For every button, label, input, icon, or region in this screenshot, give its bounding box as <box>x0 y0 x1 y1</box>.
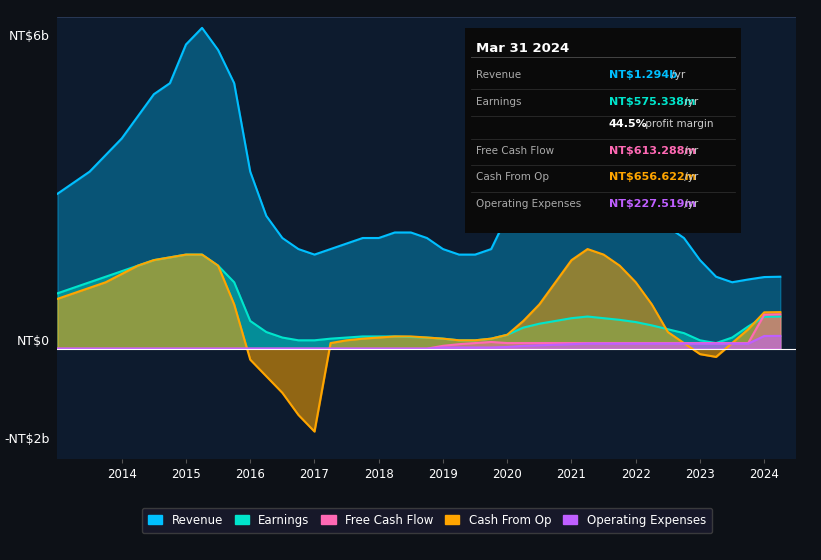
Text: Mar 31 2024: Mar 31 2024 <box>476 43 570 55</box>
Text: Free Cash Flow: Free Cash Flow <box>476 146 554 156</box>
Text: NT$0: NT$0 <box>17 335 50 348</box>
Text: /yr: /yr <box>681 146 699 156</box>
Text: -NT$2b: -NT$2b <box>5 433 50 446</box>
Text: Revenue: Revenue <box>476 70 521 80</box>
Text: NT$227.519m: NT$227.519m <box>608 199 695 209</box>
Text: NT$1.294b: NT$1.294b <box>608 70 677 80</box>
Text: 44.5%: 44.5% <box>608 119 647 129</box>
Text: /yr: /yr <box>681 199 699 209</box>
Text: /yr: /yr <box>668 70 686 80</box>
Text: profit margin: profit margin <box>641 119 713 129</box>
Text: NT$6b: NT$6b <box>9 30 50 43</box>
Legend: Revenue, Earnings, Free Cash Flow, Cash From Op, Operating Expenses: Revenue, Earnings, Free Cash Flow, Cash … <box>142 508 712 533</box>
Text: NT$575.338m: NT$575.338m <box>608 97 695 107</box>
Text: NT$656.622m: NT$656.622m <box>608 172 695 183</box>
Text: /yr: /yr <box>681 97 699 107</box>
Text: /yr: /yr <box>681 172 699 183</box>
Text: Cash From Op: Cash From Op <box>476 172 549 183</box>
Text: Operating Expenses: Operating Expenses <box>476 199 581 209</box>
Text: NT$613.288m: NT$613.288m <box>608 146 695 156</box>
Text: Earnings: Earnings <box>476 97 522 107</box>
